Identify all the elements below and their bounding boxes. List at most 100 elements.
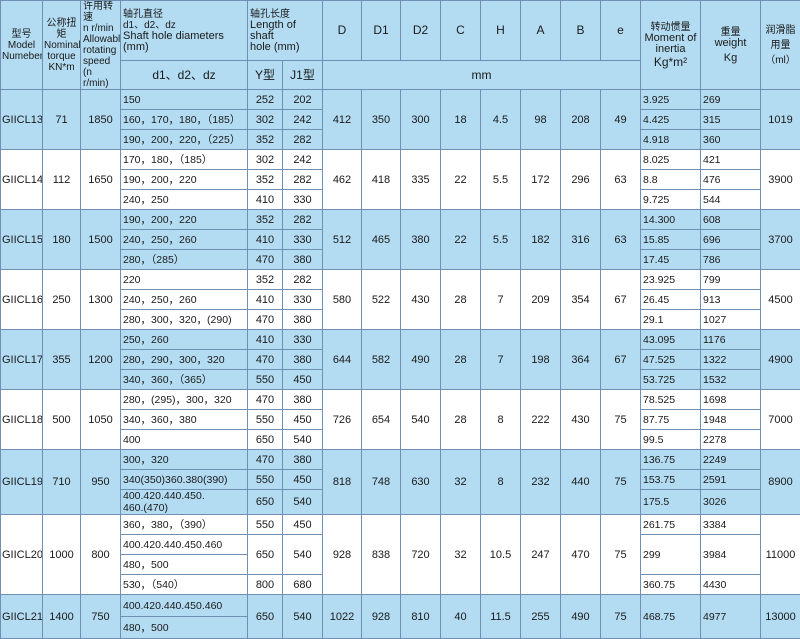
model-number: GIICL19: [1, 450, 43, 515]
label: weight: [702, 38, 759, 49]
dim-D2: 335: [401, 150, 441, 210]
dim-A: 247: [521, 515, 561, 595]
moment-of-inertia: 53.725: [641, 370, 701, 390]
j1-type-length: 450: [283, 370, 323, 390]
dim-D: 928: [323, 515, 362, 595]
model-number: GIICL17: [1, 330, 43, 390]
moment-of-inertia: 43.095: [641, 330, 701, 350]
allowable-speed: 1050: [81, 390, 121, 450]
shaft-diameters: 340，360，（365）: [121, 370, 248, 390]
y-type-length: 410: [248, 330, 283, 350]
dim-D2: 490: [401, 330, 441, 390]
shaft-diameters: 190，200，220: [121, 170, 248, 190]
shaft-diameters: 280，300，320，(290): [121, 310, 248, 330]
shaft-diameters: 480，500: [121, 555, 248, 575]
weight: 360: [701, 130, 761, 150]
j1-type-length: 450: [283, 410, 323, 430]
dim-D: 644: [323, 330, 362, 390]
dim-A: 98: [521, 90, 561, 150]
j1-type-length: 282: [283, 210, 323, 230]
y-type-length: 352: [248, 170, 283, 190]
label: d1、d2、dz: [123, 20, 246, 31]
dim-B: 490: [561, 595, 601, 639]
shaft-diameters: 400.420.440.450.460: [121, 535, 248, 555]
dim-A: 182: [521, 210, 561, 270]
dim-D1: 654: [362, 390, 401, 450]
label: inertia: [642, 44, 699, 55]
shaft-diameters: 280，（285）: [121, 250, 248, 270]
j1-type-length: 282: [283, 170, 323, 190]
y-type-length: 470: [248, 250, 283, 270]
moment-of-inertia: 9.725: [641, 190, 701, 210]
weight: 2278: [701, 430, 761, 450]
label: 用量: [762, 40, 799, 51]
moment-of-inertia: 153.75: [641, 470, 701, 490]
allowable-speed: 1200: [81, 330, 121, 390]
dim-C: 28: [441, 390, 481, 450]
header-j1-type: J1型: [283, 61, 323, 90]
lubricant-amount: 7000: [761, 390, 800, 450]
lubricant-amount: 13000: [761, 595, 800, 639]
label: speed: [83, 56, 119, 67]
j1-type-length: 450: [283, 515, 323, 535]
dim-C: 32: [441, 450, 481, 515]
dim-B: 354: [561, 270, 601, 330]
dim-B: 316: [561, 210, 601, 270]
weight: 315: [701, 110, 761, 130]
label: 重量: [702, 27, 759, 38]
dim-e: 67: [601, 270, 641, 330]
dim-e: 75: [601, 390, 641, 450]
y-type-length: 470: [248, 350, 283, 370]
allowable-speed: 1850: [81, 90, 121, 150]
y-type-length: 470: [248, 310, 283, 330]
header-D: D: [323, 1, 362, 61]
allowable-speed: 1650: [81, 150, 121, 210]
weight: 421: [701, 150, 761, 170]
j1-type-length: 380: [283, 350, 323, 370]
model-number: GIICL14: [1, 150, 43, 210]
shaft-diameters: 190，200，220: [121, 210, 248, 230]
label: Numeber: [2, 51, 41, 62]
weight: 544: [701, 190, 761, 210]
allowable-speed: 1500: [81, 210, 121, 270]
dim-A: 198: [521, 330, 561, 390]
moment-of-inertia: 87.75: [641, 410, 701, 430]
label: Model: [2, 40, 41, 51]
header-D2: D2: [401, 1, 441, 61]
shaft-diameters: 360，380，（390）: [121, 515, 248, 535]
moment-of-inertia: 4.918: [641, 130, 701, 150]
label: KN*m: [44, 62, 79, 73]
header-e: e: [601, 1, 641, 61]
weight: 799: [701, 270, 761, 290]
lubricant-amount: 8900: [761, 450, 800, 515]
model-number: GIICL15: [1, 210, 43, 270]
header-weight: 重量 weight Kg: [701, 1, 761, 90]
label: n r/min: [83, 23, 119, 34]
y-type-length: 800: [248, 575, 283, 595]
shaft-diameters: 280，290，300，320: [121, 350, 248, 370]
moment-of-inertia: 4.425: [641, 110, 701, 130]
moment-of-inertia: 360.75: [641, 575, 701, 595]
dim-B: 208: [561, 90, 601, 150]
shaft-diameters: 280，(295)，300，320: [121, 390, 248, 410]
dim-D1: 748: [362, 450, 401, 515]
dim-C: 22: [441, 150, 481, 210]
weight: 1176: [701, 330, 761, 350]
j1-type-length: 330: [283, 190, 323, 210]
j1-type-length: 380: [283, 450, 323, 470]
weight: 476: [701, 170, 761, 190]
weight: 1532: [701, 370, 761, 390]
shaft-diameters: 480，500: [121, 617, 248, 639]
j1-type-length: 380: [283, 390, 323, 410]
moment-of-inertia: 8.8: [641, 170, 701, 190]
moment-of-inertia: 14.300: [641, 210, 701, 230]
dim-D2: 720: [401, 515, 441, 595]
shaft-diameters: 220: [121, 270, 248, 290]
shaft-diameters: 340，360，380: [121, 410, 248, 430]
label: Allowable: [83, 34, 119, 45]
header-model: 型号 Model Numeber: [1, 1, 43, 90]
shaft-diameters: 340(350)360.380(390): [121, 470, 248, 490]
j1-type-length: 242: [283, 110, 323, 130]
